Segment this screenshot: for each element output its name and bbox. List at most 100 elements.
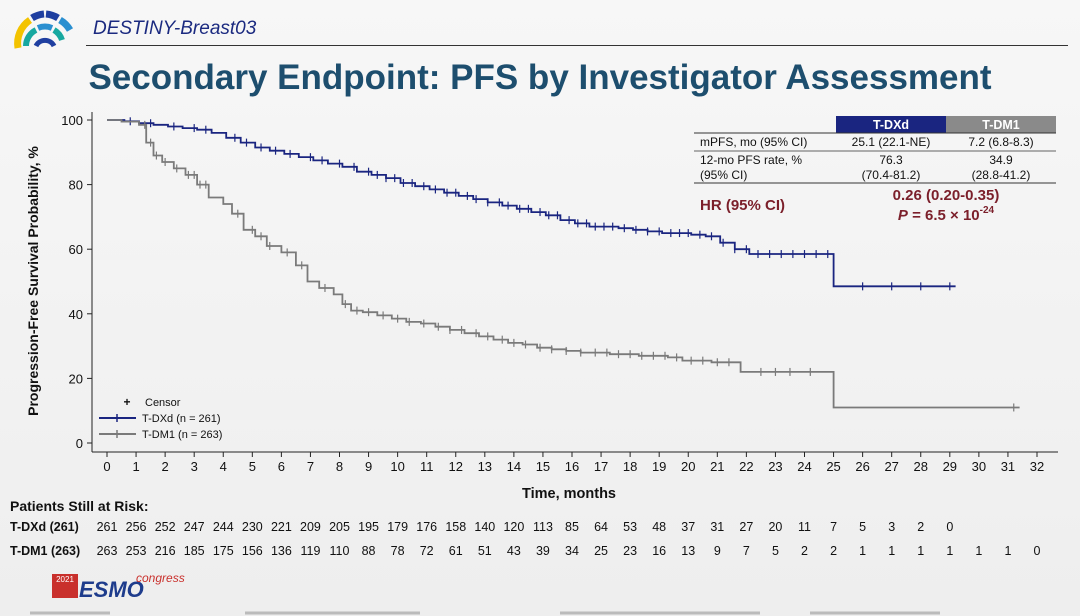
at-risk-value: 256	[125, 520, 147, 534]
x-tick-label: 6	[278, 459, 285, 474]
at-risk-value: 20	[768, 520, 783, 534]
at-risk-value: 9	[713, 544, 721, 558]
hr-value: 0.26 (0.20-0.35)	[893, 187, 1000, 204]
at-risk-value: 85	[565, 520, 579, 534]
at-risk-value: 3	[888, 520, 896, 534]
at-risk-value: 158	[445, 520, 467, 534]
x-tick-label: 31	[1001, 459, 1015, 474]
at-risk-value: 0	[1033, 544, 1041, 558]
esmo-logo: 2021 ESMO congress	[52, 571, 185, 600]
stats-header-tdm1	[946, 116, 1056, 133]
stats-row-tdm1: 34.9	[989, 153, 1013, 167]
at-risk-value: 252	[154, 520, 176, 534]
at-risk-value: 179	[387, 520, 409, 534]
at-risk-value: 23	[623, 544, 638, 558]
x-tick-label: 15	[536, 459, 550, 474]
esmo-suffix: congress	[136, 571, 185, 585]
x-tick-label: 7	[307, 459, 314, 474]
at-risk-value: 27	[739, 520, 754, 534]
at-risk-label-tdxd: T-DXd (261)	[10, 520, 79, 534]
at-risk-value: 244	[212, 520, 234, 534]
at-risk-value: 31	[710, 520, 725, 534]
y-tick-label: 20	[69, 371, 83, 386]
p-prefix: P	[898, 207, 909, 224]
at-risk-value: 48	[652, 520, 667, 534]
p-value: P = 6.5 × 10-24	[898, 205, 995, 224]
at-risk-value: 7	[742, 544, 750, 558]
at-risk-value: 43	[506, 544, 521, 558]
x-tick-label: 32	[1030, 459, 1044, 474]
stats-row-tdm1: (28.8-41.2)	[972, 168, 1031, 182]
x-tick-label: 13	[478, 459, 492, 474]
at-risk-value: 39	[535, 544, 550, 558]
header-divider	[86, 45, 1068, 46]
x-tick-label: 8	[336, 459, 343, 474]
y-tick-label: 0	[76, 436, 83, 451]
legend-tdm1-label: T-DM1 (n = 263)	[142, 429, 222, 441]
x-tick-label: 19	[652, 459, 666, 474]
x-tick-label: 16	[565, 459, 579, 474]
at-risk-value: 1	[946, 544, 954, 558]
esmo-year: 2021	[56, 575, 74, 584]
x-ticks: 0 1 2 3 4 5 6 7 8 9 10 11 12 13 14 15 16 17 18 19 20 21 22 23 24…	[103, 452, 1044, 474]
at-risk-value: 253	[125, 544, 147, 558]
at-risk-value: 176	[416, 520, 438, 534]
at-risk-value: 263	[96, 544, 118, 558]
x-tick-label: 12	[449, 459, 463, 474]
x-tick-label: 11	[420, 459, 434, 474]
at-risk-value: 5	[859, 520, 867, 534]
x-tick-label: 2	[162, 459, 169, 474]
stats-row-label: 12-mo PFS rate, %	[700, 153, 802, 167]
y-tick-label: 100	[61, 113, 83, 128]
at-risk-value: 119	[300, 544, 321, 558]
x-tick-label: 9	[365, 459, 372, 474]
x-tick-label: 1	[132, 459, 139, 474]
at-risk-value: 156	[241, 544, 263, 558]
at-risk-value: 16	[652, 544, 667, 558]
at-risk-title: Patients Still at Risk:	[10, 498, 149, 514]
at-risk-value: 1	[917, 544, 925, 558]
slide-title: Secondary Endpoint: PFS by Investigator …	[88, 58, 992, 97]
y-tick-label: 60	[69, 242, 83, 257]
at-risk-value: 247	[183, 520, 205, 534]
stats-row-tdxd: (70.4-81.2)	[862, 168, 921, 182]
at-risk-value: 1	[1004, 544, 1012, 558]
at-risk-value: 110	[329, 544, 350, 558]
x-tick-label: 26	[855, 459, 869, 474]
chart-axes	[91, 112, 1058, 453]
legend-tdxd-label: T-DXd (n = 261)	[142, 413, 221, 425]
stats-row-tdxd: 25.1 (22.1-NE)	[852, 135, 931, 149]
x-tick-label: 30	[972, 459, 986, 474]
at-risk-value: 34	[565, 544, 579, 558]
at-risk-value: 195	[358, 520, 379, 534]
at-risk-label-tdm1: T-DM1 (263)	[10, 544, 81, 558]
at-risk-value: 0	[946, 520, 954, 534]
at-risk-value: 205	[329, 520, 350, 534]
x-tick-label: 24	[797, 459, 811, 474]
x-tick-label: 20	[681, 459, 695, 474]
at-risk-value: 1	[888, 544, 896, 558]
bottom-decor	[30, 611, 940, 615]
at-risk-value: 185	[183, 544, 205, 558]
at-risk-value: 7	[830, 520, 838, 534]
at-risk-value: 113	[532, 520, 553, 534]
censor-marker: +	[123, 395, 130, 409]
stats-table: T-DXd T-DM1 mPFS, mo (95% CI) 25.1 (22.1…	[694, 116, 1056, 224]
at-risk-value: 72	[419, 544, 434, 558]
at-risk-value: 216	[154, 544, 176, 558]
at-risk-value: 136	[270, 544, 292, 558]
esmo-year-badge	[52, 574, 78, 598]
at-risk-value: 230	[241, 520, 263, 534]
y-tick-label: 40	[69, 307, 83, 322]
x-tick-label: 14	[507, 459, 521, 474]
x-tick-label: 3	[191, 459, 198, 474]
tdm1-curve	[107, 119, 1020, 409]
x-tick-label: 23	[768, 459, 782, 474]
x-tick-label: 4	[220, 459, 227, 474]
x-tick-label: 5	[249, 459, 256, 474]
x-tick-label: 17	[594, 459, 608, 474]
x-tick-label: 27	[884, 459, 898, 474]
y-tick-label: 80	[69, 178, 83, 193]
